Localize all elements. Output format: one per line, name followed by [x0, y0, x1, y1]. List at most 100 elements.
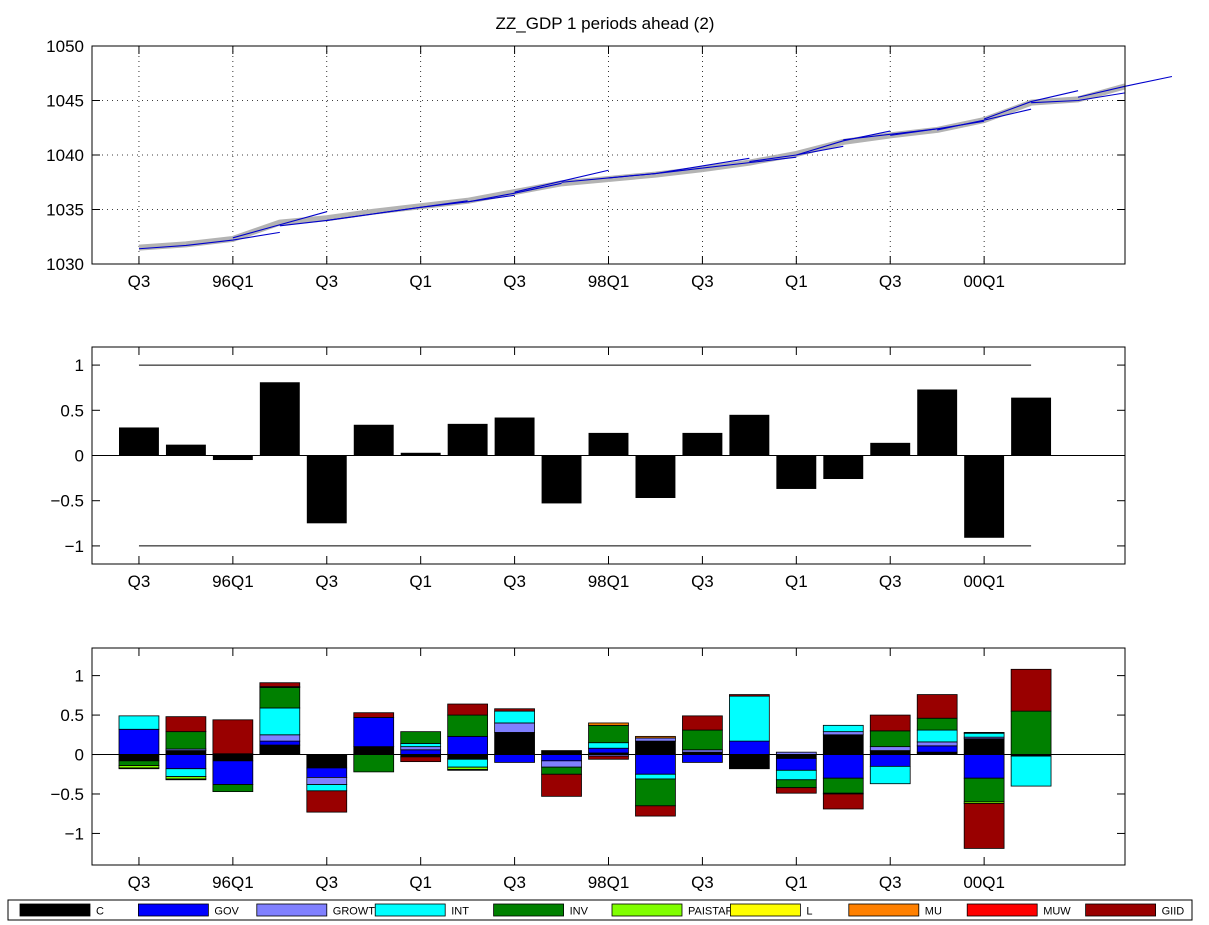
error-bar-panel: Q3 96Q1 Q3 Q1 Q3 98Q1 Q3 Q1 Q3 00Q1 −1 −0.5 0 0.5 1 [50, 346, 1126, 591]
stacked-bar-segment [963, 732, 1005, 734]
stacked-bar-segment [775, 769, 817, 781]
stacked-bar-segment [306, 754, 348, 769]
stacked-bar-segment [869, 765, 911, 785]
stacked-bar-segment [400, 756, 442, 763]
stacked-bar-segment [869, 714, 911, 732]
stacked-bar-segment [1010, 668, 1052, 712]
stacked-bar-segment [963, 732, 1005, 738]
stacked-bar-segment [212, 754, 254, 762]
error-bar [259, 382, 300, 456]
stacked-bar-segment [353, 712, 395, 718]
stacked-bar-segment [822, 777, 864, 794]
error-bar [682, 432, 723, 456]
legend-swatch [19, 903, 91, 917]
stacked-bar-segment [118, 715, 160, 730]
stacked-bar-segment [165, 731, 207, 750]
stacked-bar-segment [494, 708, 535, 712]
stacked-bar-segment [822, 731, 864, 736]
x-tick-label: Q3 [879, 572, 902, 591]
stacked-bar-segment [353, 754, 395, 773]
stacked-bar-segment [259, 687, 301, 709]
legend-label: MU [925, 906, 942, 918]
x-tick-label: Q3 [879, 272, 902, 291]
stacked-bar-segment [775, 754, 817, 759]
legend-label: GROWTH [333, 906, 383, 918]
stacked-bar-segment [494, 710, 535, 724]
stacked-bar-segment [822, 734, 864, 755]
stacked-bar-segment [635, 778, 676, 807]
x-tick-label: Q3 [691, 272, 714, 291]
error-bar [212, 455, 253, 461]
legend-label: INV [570, 906, 589, 918]
stacked-bar-segment [447, 758, 488, 768]
stacked-bar-segment [118, 767, 160, 770]
x-tick-label: Q3 [691, 572, 714, 591]
error-bar [165, 444, 206, 456]
x-tick-label: Q3 [691, 873, 714, 892]
error-bar [306, 455, 347, 524]
stacked-bar-segment [916, 717, 958, 731]
stacked-bar-segment [118, 754, 160, 762]
stacked-bar-segment [165, 754, 207, 770]
x-tick-label: Q3 [315, 572, 338, 591]
error-bar [729, 414, 770, 456]
legend-label: C [96, 906, 104, 918]
stacked-bar-segment [916, 741, 958, 747]
forecast-line [655, 157, 750, 175]
x-tick-label: Q3 [315, 272, 338, 291]
forecast-line [983, 90, 1079, 120]
x-tick-label: Q3 [315, 873, 338, 892]
stacked-bar-segment [588, 724, 629, 744]
stacked-bar-segment [822, 754, 864, 779]
forecast-line [1031, 92, 1126, 104]
error-bar [635, 455, 676, 498]
stacked-bar-segment [494, 722, 535, 733]
legend: C GOV GROWTH INT INV PAISTAR L MU MUW GIID [7, 899, 1193, 921]
stacked-bar-segment [494, 732, 535, 755]
stacked-bar-segment [447, 735, 488, 755]
stacked-bar-segment [259, 707, 301, 736]
y-tick-label: −0.5 [50, 785, 84, 804]
stacked-bar-segment [963, 777, 1005, 803]
stacked-bar-segment [963, 754, 1005, 779]
stacked-bar-segment [259, 734, 301, 742]
stacked-bar-segment [682, 754, 723, 763]
stacked-bar-segment [306, 790, 348, 813]
stacked-bar-segment [729, 740, 770, 755]
stacked-bar-segment [353, 746, 395, 755]
x-tick-label: Q1 [409, 272, 432, 291]
legend-swatch [256, 903, 328, 917]
x-tick-label: Q3 [128, 572, 151, 591]
error-bar [447, 423, 488, 456]
stacked-bar-segment [635, 805, 676, 817]
forecast-panel: Q3 96Q1 Q3 Q1 Q3 98Q1 Q3 Q1 Q3 00Q1 1030 1035 1040 10… [46, 37, 1173, 291]
x-tick-label: 96Q1 [212, 272, 254, 291]
stacked-bar-segment [869, 746, 911, 751]
stacked-bar-segment [306, 777, 348, 785]
legend-swatch [966, 903, 1038, 917]
stacked-bar-segment [916, 694, 958, 719]
x-tick-label: Q1 [785, 272, 808, 291]
stacked-bar-segment [212, 760, 254, 785]
legend-swatch [611, 903, 683, 917]
stacked-bar-segment [259, 682, 301, 688]
stacked-bar-segment [400, 749, 442, 755]
stacked-bar-segment [400, 731, 442, 744]
y-tick-label: 0.5 [60, 401, 84, 420]
legend-swatch [848, 903, 920, 917]
x-tick-label: Q3 [128, 272, 151, 291]
legend-swatch [730, 903, 801, 917]
error-bar [400, 452, 441, 456]
stacked-bar-segment [306, 784, 348, 792]
legend-label: GIID [1162, 906, 1185, 918]
stacked-bar-segment [775, 787, 817, 794]
error-bar [494, 417, 535, 456]
forecast-line [138, 231, 280, 250]
stacked-bar-segment [775, 758, 817, 771]
error-bar [964, 455, 1005, 538]
stacked-bar-segment [165, 750, 207, 755]
stacked-bar-segment [963, 738, 1005, 755]
y-tick-label: 1045 [46, 92, 84, 111]
error-bar [588, 432, 629, 456]
error-bar [870, 442, 911, 456]
